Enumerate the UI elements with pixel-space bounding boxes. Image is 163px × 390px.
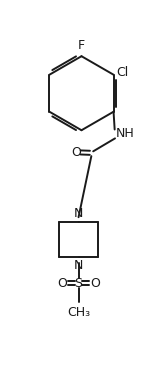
Text: O: O bbox=[57, 277, 67, 290]
Text: N: N bbox=[74, 207, 83, 220]
Text: NH: NH bbox=[115, 128, 134, 140]
Text: F: F bbox=[78, 39, 85, 52]
Text: N: N bbox=[74, 259, 83, 272]
Text: O: O bbox=[90, 277, 100, 290]
Text: O: O bbox=[72, 146, 82, 159]
Text: CH₃: CH₃ bbox=[67, 306, 90, 319]
Text: Cl: Cl bbox=[117, 66, 129, 80]
Text: S: S bbox=[74, 277, 82, 290]
